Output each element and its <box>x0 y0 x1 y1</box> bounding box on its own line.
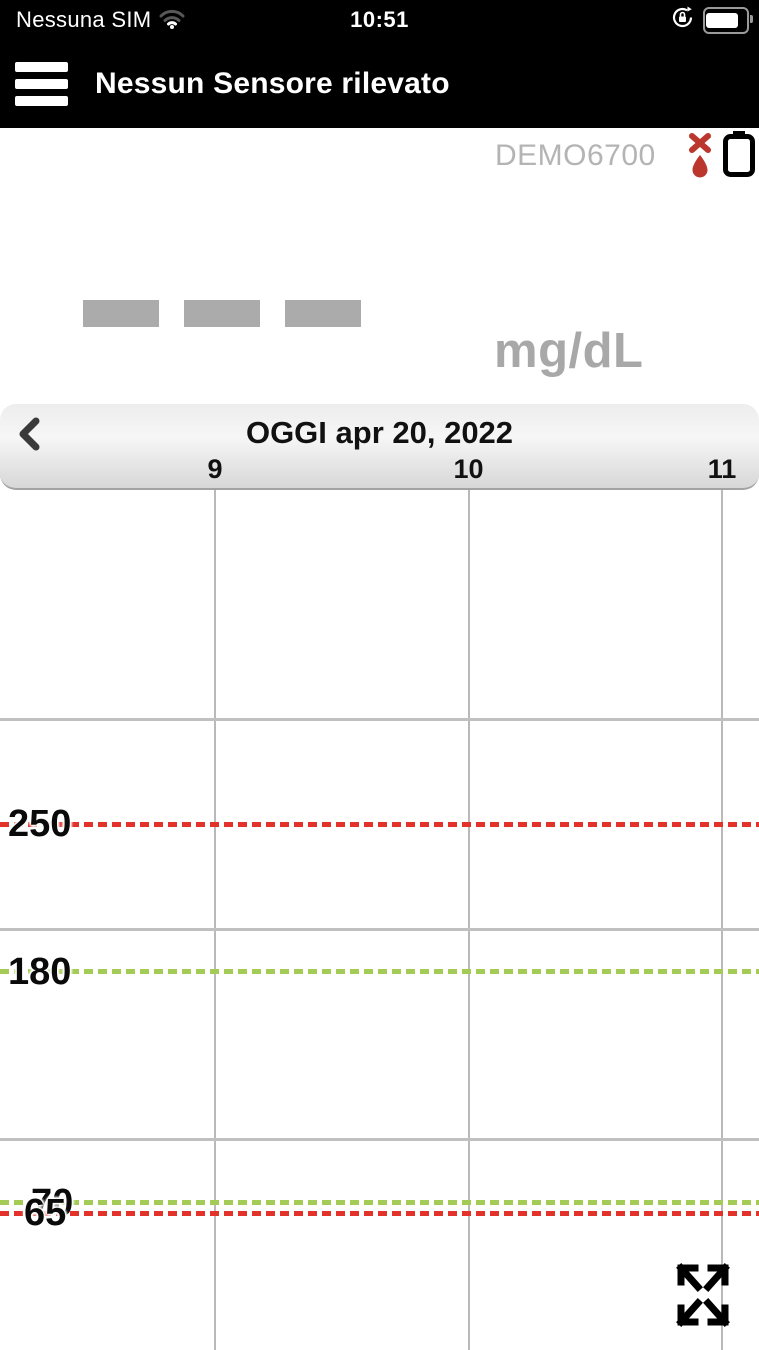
horizontal-gridline-300 <box>0 717 759 721</box>
reading-placeholder-bar <box>83 300 159 327</box>
y-axis-label-70: 70 <box>31 1181 74 1224</box>
threshold-line-70 <box>0 1200 759 1206</box>
no-blood-calibration-icon <box>688 133 712 184</box>
reading-placeholder-bar <box>285 300 361 327</box>
sensor-battery-icon <box>723 131 755 182</box>
status-right-icons <box>670 0 753 40</box>
x-axis-label-10: 10 <box>453 454 484 484</box>
threshold-line-250 <box>0 821 759 827</box>
wifi-icon <box>159 9 185 34</box>
battery-fill <box>706 12 738 28</box>
y-axis-label-65: 65 <box>24 1192 67 1235</box>
page-title: Nessun Sensore rilevato <box>95 67 450 100</box>
status-time: 10:51 <box>350 7 409 32</box>
x-axis-label-11: 11 <box>707 454 737 484</box>
vertical-gridline-9 <box>214 489 216 1350</box>
y-axis-label-250: 250 <box>8 803 72 846</box>
horizontal-gridline-100 <box>0 1138 759 1142</box>
vertical-gridline-11 <box>721 489 723 1350</box>
glucose-value-placeholder <box>83 300 361 327</box>
horizontal-gridline-200 <box>0 928 759 931</box>
vertical-gridline-10 <box>467 489 470 1350</box>
device-id-label: DEMO6700 <box>495 139 656 172</box>
carrier-label: Nessuna SIM <box>16 7 152 32</box>
reading-placeholder-bar <box>184 300 260 327</box>
chevron-left-icon[interactable] <box>16 417 42 456</box>
threshold-line-65 <box>0 1210 759 1216</box>
date-navigation-bar[interactable]: OGGI apr 20, 2022 9 10 11 <box>0 404 759 490</box>
x-axis-label-9: 9 <box>207 454 223 484</box>
hamburger-menu-icon[interactable] <box>15 62 68 106</box>
orientation-lock-icon <box>670 5 695 35</box>
status-bar: Nessuna SIM 10:51 <box>0 0 759 40</box>
expand-arrows-icon[interactable] <box>674 1261 732 1334</box>
threshold-line-180 <box>0 969 759 975</box>
y-axis-label-180: 180 <box>8 950 72 993</box>
battery-icon <box>703 6 753 34</box>
app-header: Nessun Sensore rilevato <box>0 40 759 128</box>
unit-label: mg/dL <box>494 324 644 378</box>
date-label: OGGI apr 20, 2022 <box>245 415 514 450</box>
battery-nub <box>750 14 753 23</box>
